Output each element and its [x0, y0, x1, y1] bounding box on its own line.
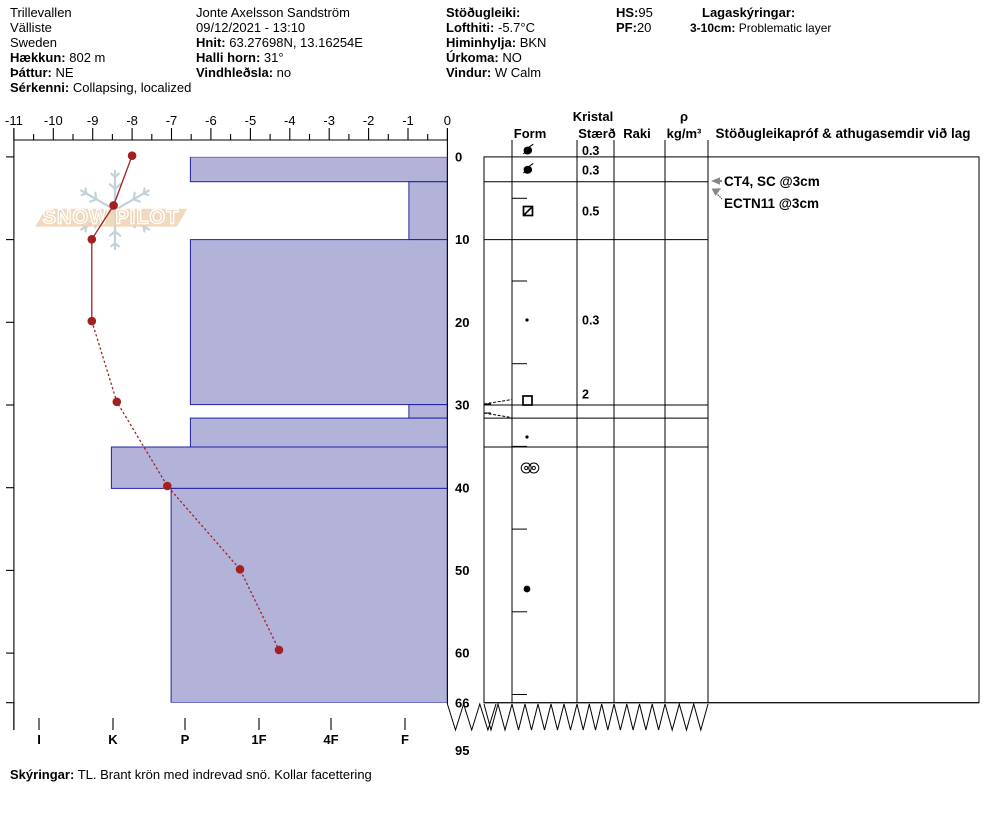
svg-text:0.3: 0.3 — [582, 144, 599, 158]
svg-text:40: 40 — [455, 480, 469, 495]
svg-text:Kristal: Kristal — [573, 109, 613, 124]
svg-text:K: K — [108, 732, 118, 747]
svg-text:-1: -1 — [402, 113, 414, 128]
svg-text:0: 0 — [455, 150, 462, 165]
svg-text:ρ: ρ — [680, 109, 688, 124]
svg-text:2: 2 — [582, 387, 589, 401]
svg-text:CT4, SC @3cm: CT4, SC @3cm — [724, 174, 820, 189]
svg-text:0.5: 0.5 — [582, 204, 599, 218]
svg-text:-10: -10 — [44, 113, 63, 128]
svg-text:-3: -3 — [323, 113, 335, 128]
svg-text:-2: -2 — [363, 113, 375, 128]
svg-text:4F: 4F — [323, 732, 338, 747]
svg-text:P: P — [181, 732, 190, 747]
svg-text:kg/m³: kg/m³ — [667, 126, 702, 141]
svg-text:0.3: 0.3 — [582, 313, 599, 327]
svg-text:30: 30 — [455, 398, 469, 413]
svg-text:-5: -5 — [245, 113, 257, 128]
svg-text:Raki: Raki — [623, 126, 650, 141]
svg-text:-8: -8 — [126, 113, 138, 128]
svg-text:-7: -7 — [166, 113, 178, 128]
svg-text:0.3: 0.3 — [582, 163, 599, 177]
svg-text:ECTN11 @3cm: ECTN11 @3cm — [724, 196, 819, 211]
svg-text:0: 0 — [444, 113, 451, 128]
svg-text:I: I — [37, 732, 41, 747]
svg-text:-11: -11 — [5, 113, 23, 128]
svg-text:-4: -4 — [284, 113, 296, 128]
svg-text:1F: 1F — [251, 732, 266, 747]
svg-text:10: 10 — [455, 232, 469, 247]
svg-text:60: 60 — [455, 646, 469, 661]
svg-text:50: 50 — [455, 563, 469, 578]
svg-text:Stöðugleikapróf & athugasemdir: Stöðugleikapróf & athugasemdir við lag — [715, 126, 970, 141]
svg-text:-9: -9 — [87, 113, 99, 128]
svg-text:95: 95 — [455, 743, 469, 758]
svg-text:-6: -6 — [205, 113, 217, 128]
svg-text:Stærð: Stærð — [578, 126, 616, 141]
svg-text:Form: Form — [514, 126, 547, 141]
svg-text:F: F — [401, 732, 409, 747]
svg-text:20: 20 — [455, 315, 469, 330]
